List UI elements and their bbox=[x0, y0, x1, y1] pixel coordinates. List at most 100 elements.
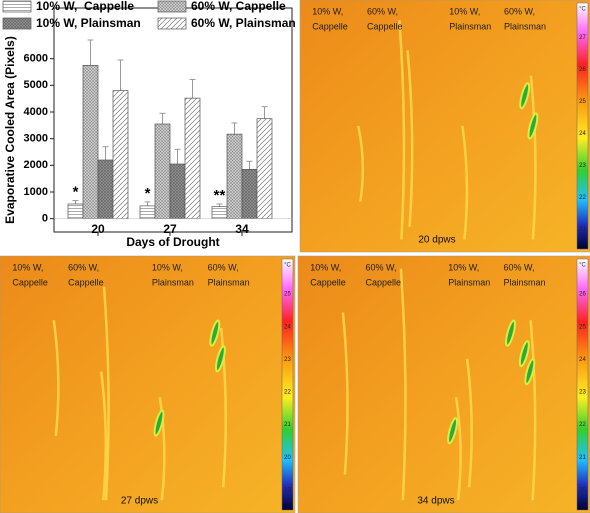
color-scale-label: 20 bbox=[284, 455, 291, 461]
color-scale-label: 24 bbox=[579, 131, 586, 137]
x-tick-label: 34 bbox=[235, 222, 249, 236]
plot-label: Cappelle bbox=[312, 21, 348, 31]
y-tick-label: 2000 bbox=[24, 159, 48, 171]
image-caption: 27 dpws bbox=[121, 496, 158, 507]
cool-leaf bbox=[153, 409, 165, 437]
bar bbox=[184, 97, 201, 220]
legend-label: 10% W, Cappelle bbox=[36, 0, 134, 13]
significance-mark: * bbox=[145, 185, 151, 202]
plot-label: Plainsman bbox=[504, 21, 546, 31]
bar bbox=[211, 206, 228, 220]
image-caption: 34 dpws bbox=[417, 496, 454, 507]
plot-label: 10% W, bbox=[310, 262, 341, 272]
y-tick-label: 6000 bbox=[24, 53, 48, 65]
y-tick-label: 1000 bbox=[24, 186, 48, 198]
plot-label: 10% W, bbox=[12, 262, 43, 272]
plot-label: Cappelle bbox=[365, 277, 401, 287]
color-scale-label: 23 bbox=[579, 163, 586, 169]
bar bbox=[154, 123, 171, 220]
plant-stem bbox=[399, 268, 407, 501]
legend-swatch bbox=[2, 17, 32, 30]
y-tick-label: 3000 bbox=[24, 133, 48, 145]
bar bbox=[241, 168, 258, 220]
color-scale-label: 20 bbox=[579, 487, 586, 493]
legend-label: 60% W, Cappelle bbox=[191, 0, 286, 13]
thermal-image: 10% W, Cappelle 60% W, Cappelle 10% W, Plains… bbox=[297, 255, 590, 513]
plant-stem bbox=[406, 50, 414, 227]
y-tick-label: 5000 bbox=[24, 79, 48, 91]
color-scale-label: 24 bbox=[284, 324, 291, 330]
color-scale-label: 23 bbox=[284, 357, 291, 363]
plant-stem bbox=[465, 358, 473, 488]
plot-label: 10% W, bbox=[312, 6, 343, 16]
plant-stem bbox=[461, 125, 469, 240]
color-scale-label: 27 bbox=[579, 35, 586, 41]
color-scale-label: 22 bbox=[284, 390, 291, 396]
legend-swatch bbox=[2, 0, 32, 13]
legend-label: 60% W, Plainsman bbox=[191, 16, 296, 30]
color-scale-label: 25 bbox=[579, 324, 586, 330]
thermal-background bbox=[0, 255, 296, 513]
color-scale bbox=[281, 258, 294, 511]
color-scale-label: 22 bbox=[579, 422, 586, 428]
image-caption: 20 dpws bbox=[418, 235, 455, 246]
thermal-background bbox=[297, 255, 590, 513]
plot-label: 10% W, bbox=[448, 262, 479, 272]
color-scale bbox=[576, 2, 589, 250]
color-scale-label: 19 bbox=[284, 487, 291, 493]
color-scale-label: 23 bbox=[579, 390, 586, 396]
x-tick-label: 27 bbox=[163, 222, 177, 236]
color-scale-label: 25 bbox=[579, 99, 586, 105]
significance-mark: ** bbox=[214, 187, 226, 204]
plant-stem bbox=[454, 397, 462, 501]
plot-label: 60% W, bbox=[367, 6, 398, 16]
cool-leaf bbox=[524, 358, 536, 386]
plot-label: Cappelle bbox=[68, 277, 104, 287]
cool-leaf bbox=[505, 319, 516, 347]
color-scale-label: 26 bbox=[579, 292, 586, 298]
color-scale-unit: °C bbox=[284, 263, 291, 269]
plot-label: Plainsman bbox=[503, 277, 545, 287]
cool-leaf bbox=[527, 112, 539, 140]
plant-stem bbox=[102, 286, 110, 501]
bar bbox=[169, 163, 186, 220]
bar bbox=[226, 133, 243, 220]
cool-leaf bbox=[214, 345, 226, 373]
thermal-image: 10% W, Cappelle 60% W, Cappelle 10% W, Plains… bbox=[299, 0, 590, 253]
significance-mark: * bbox=[73, 184, 79, 201]
plot-label: Cappelle bbox=[12, 277, 48, 287]
color-scale-label: 21 bbox=[284, 422, 291, 428]
plant-stem bbox=[529, 75, 537, 240]
plant-stem bbox=[341, 312, 349, 475]
legend-swatch bbox=[157, 0, 187, 13]
plot-label: 10% W, bbox=[152, 262, 183, 272]
thermal-background bbox=[299, 0, 590, 253]
plot-label: 60% W, bbox=[68, 262, 99, 272]
bar bbox=[139, 205, 156, 220]
legend-label: 10% W, Plainsman bbox=[36, 16, 141, 30]
plot-label: 10% W, bbox=[449, 6, 480, 16]
plot-label: Plainsman bbox=[449, 21, 491, 31]
plant-stem bbox=[99, 371, 108, 501]
color-scale bbox=[576, 258, 589, 511]
plot-label: Plainsman bbox=[208, 277, 250, 287]
y-tick-label: 4000 bbox=[24, 106, 48, 118]
cool-leaf bbox=[518, 340, 530, 368]
y-tick-label: 0 bbox=[42, 213, 48, 225]
plant-stem bbox=[158, 397, 166, 501]
plant-stem bbox=[398, 20, 406, 240]
color-scale-unit: °C bbox=[579, 263, 586, 269]
bar bbox=[82, 64, 99, 220]
cool-leaf bbox=[519, 82, 531, 110]
legend-swatch bbox=[157, 17, 187, 30]
color-scale-unit: °C bbox=[579, 7, 586, 13]
plot-label: Cappelle bbox=[367, 21, 403, 31]
cool-leaf bbox=[447, 417, 459, 445]
color-scale-label: 22 bbox=[579, 195, 586, 201]
color-scale-label: 21 bbox=[579, 455, 586, 461]
bar bbox=[112, 90, 129, 220]
plot-label: 60% W, bbox=[504, 6, 535, 16]
plot-label: 60% W, bbox=[503, 262, 534, 272]
